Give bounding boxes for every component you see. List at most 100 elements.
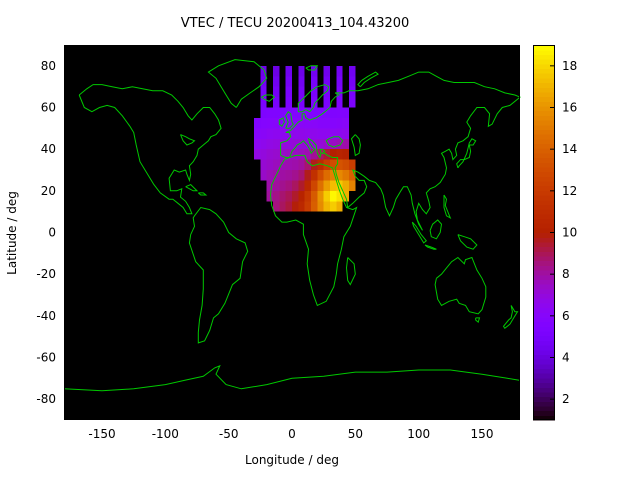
vtec-cell <box>260 170 267 181</box>
vtec-cell <box>330 117 337 129</box>
colorbar-swatch <box>533 279 555 285</box>
vtec-cell <box>260 159 267 170</box>
colorbar-swatch <box>533 162 555 168</box>
vtec-cell <box>298 97 305 108</box>
vtec-cell <box>311 159 318 170</box>
vtec-cell <box>292 201 299 212</box>
colorbar-swatch <box>533 152 555 159</box>
colorbar-swatch <box>533 312 555 318</box>
vtec-cell <box>304 128 311 139</box>
colorbar-swatch <box>533 176 555 182</box>
colorbar-swatch <box>533 274 555 280</box>
vtec-cell <box>323 170 330 181</box>
vtec-cell <box>304 159 311 170</box>
vtec-cell <box>336 190 343 202</box>
colorbar-tick-label: 2 <box>562 392 570 406</box>
y-axis-label: Latitude / deg <box>5 191 19 275</box>
colorbar-swatch <box>533 129 555 135</box>
vtec-cell <box>317 180 324 191</box>
vtec-cell <box>292 138 299 150</box>
vtec-cell <box>266 190 273 202</box>
vtec-cell <box>311 117 318 129</box>
vtec-cell <box>323 190 330 202</box>
coastline <box>424 244 437 250</box>
plot-title: VTEC / TECU 20200413_104.43200 <box>181 16 410 31</box>
vtec-cell <box>349 159 356 170</box>
coastline <box>350 134 361 157</box>
vtec-cell <box>349 180 356 191</box>
vtec-cell <box>304 149 311 160</box>
x-axis-label: Longitude / deg <box>245 453 339 467</box>
vtec-cell <box>279 117 286 129</box>
vtec-cell <box>330 128 337 139</box>
vtec-cell <box>323 159 330 170</box>
vtec-cell <box>311 190 318 202</box>
vtec-cell <box>317 201 324 212</box>
colorbar-swatch <box>533 316 555 323</box>
vtec-cell <box>304 170 311 181</box>
coastline <box>269 154 358 307</box>
vtec-cell <box>279 128 286 139</box>
colorbar-swatch <box>533 223 555 229</box>
vtec-cell <box>285 190 292 202</box>
vtec-cell <box>285 97 292 108</box>
colorbar-swatch <box>533 270 555 276</box>
vtec-cell <box>330 159 337 170</box>
vtec-cell <box>298 180 305 191</box>
vtec-cell <box>279 201 286 212</box>
colorbar-swatch <box>533 330 555 337</box>
vtec-cell <box>298 190 305 202</box>
colorbar-swatch <box>533 396 555 402</box>
colorbar-swatch <box>533 49 555 55</box>
vtec-cell <box>311 170 318 181</box>
vtec-cell <box>342 107 349 118</box>
colorbar-swatch <box>533 391 555 398</box>
vtec-cell <box>342 138 349 150</box>
vtec-cell <box>279 107 286 118</box>
colorbar-swatch <box>533 73 555 79</box>
coastline <box>457 234 478 250</box>
vtec-cell <box>292 117 299 129</box>
vtec-cell <box>330 201 337 212</box>
vtec-cell <box>349 97 356 108</box>
colorbar-tick-label: 18 <box>562 59 577 73</box>
coastline <box>345 257 356 286</box>
vtec-cell <box>323 65 330 77</box>
colorbar-swatch <box>533 321 555 327</box>
vtec-cell <box>317 107 324 118</box>
y-tick-label: -60 <box>36 351 56 365</box>
colorbar-swatch <box>533 241 555 248</box>
colorbar-swatch <box>533 96 555 102</box>
vtec-cell <box>279 159 286 170</box>
vtec-cell <box>311 138 318 150</box>
vtec-cell <box>317 190 324 202</box>
vtec-cell <box>273 201 280 212</box>
vtec-cell <box>298 128 305 139</box>
vtec-cell <box>273 86 280 98</box>
colorbar-swatch <box>533 284 555 290</box>
vtec-cell <box>285 180 292 191</box>
vtec-cell <box>298 149 305 160</box>
colorbar-swatch <box>533 298 555 304</box>
coastline <box>260 94 276 102</box>
vtec-cell <box>273 117 280 129</box>
coastline <box>305 65 319 71</box>
vtec-cell <box>285 138 292 150</box>
coastline <box>197 192 208 196</box>
vtec-cell <box>266 149 273 160</box>
vtec-cell <box>298 107 305 118</box>
colorbar-swatch <box>533 363 555 370</box>
vtec-cell <box>260 138 267 150</box>
vtec-cell <box>273 159 280 170</box>
vtec-cell <box>266 170 273 181</box>
vtec-cell <box>336 97 343 108</box>
vtec-cell <box>260 65 267 77</box>
colorbar-swatch <box>533 105 555 112</box>
colorbar-swatch <box>533 359 555 365</box>
vtec-cell <box>260 149 267 160</box>
vtec-cell <box>342 180 349 191</box>
vtec-cell <box>342 170 349 181</box>
colorbar-swatch <box>533 288 555 295</box>
coastline <box>297 84 330 113</box>
vtec-cell <box>279 170 286 181</box>
